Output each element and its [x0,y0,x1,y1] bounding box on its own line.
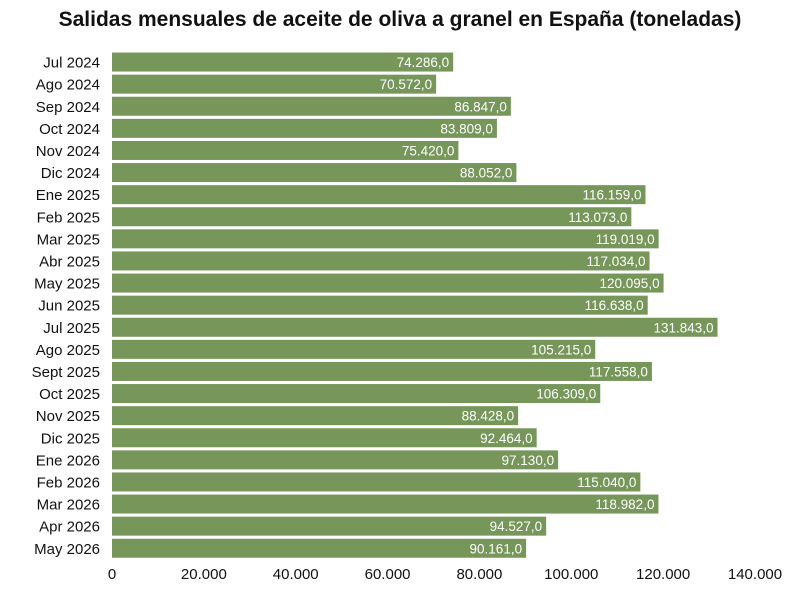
bar [112,118,497,138]
data-label: 88.428,0 [462,409,515,424]
bar [112,472,641,492]
x-tick-label: 0 [108,566,116,583]
bar [112,74,437,94]
category-label: Apr 2026 [39,519,100,536]
bar [112,361,652,381]
category-label: May 2026 [34,541,100,558]
category-label: Feb 2026 [37,474,100,491]
x-tick-label: 20.000 [181,566,227,583]
x-tick-label: 80.000 [456,566,502,583]
data-label: 88.052,0 [460,166,513,181]
data-label: 115.040,0 [577,475,636,490]
category-label: Dic 2025 [41,430,100,447]
bar [112,317,718,337]
data-label: 120.095,0 [600,276,660,291]
data-label: 116.159,0 [582,188,641,203]
category-label: Dic 2024 [41,165,100,182]
data-label: 74.286,0 [397,55,450,70]
data-label: 131.843,0 [653,320,713,335]
category-label: Ene 2025 [36,187,100,204]
bar [112,450,559,470]
category-label: Ene 2026 [36,452,100,469]
bar [112,406,519,426]
category-label: Ago 2024 [36,77,100,94]
bar [112,52,454,72]
category-label: Abr 2025 [39,253,100,270]
data-label: 97.130,0 [502,453,555,468]
data-label: 75.420,0 [402,143,455,158]
category-label: Jul 2024 [43,55,100,72]
data-label: 113.073,0 [568,210,627,225]
data-label: 105.215,0 [531,342,591,357]
bar [112,516,547,536]
category-label: Ago 2025 [36,342,100,359]
data-label: 86.847,0 [454,99,507,114]
chart-title: Salidas mensuales de aceite de oliva a g… [58,8,742,31]
bar [112,273,664,293]
category-label: Jul 2025 [43,320,100,337]
category-label: Jun 2025 [38,298,100,315]
bar [112,538,527,558]
data-label: 83.809,0 [440,121,493,136]
bar [112,140,459,160]
x-tick-label: 120.000 [636,566,690,583]
x-tick-label: 60.000 [365,566,411,583]
category-label: Feb 2025 [37,209,100,226]
bar [112,185,646,205]
bar [112,384,601,404]
bar [112,251,650,271]
category-label: Oct 2024 [39,121,100,138]
data-label: 92.464,0 [480,431,533,446]
bar [112,229,659,249]
bar [112,207,632,227]
category-label: Nov 2025 [36,408,100,425]
category-label: Sep 2024 [36,99,100,116]
category-label: Mar 2025 [37,231,100,248]
bar [112,295,648,315]
x-tick-label: 100.000 [544,566,598,583]
data-label: 94.527,0 [490,519,543,534]
category-label: Oct 2025 [39,386,100,403]
category-label: Sept 2025 [32,364,100,381]
data-label: 70.572,0 [380,77,433,92]
bar [112,494,659,514]
category-label: Mar 2026 [37,497,100,514]
data-label: 117.034,0 [586,254,645,269]
data-label: 118.982,0 [595,497,654,512]
bar [112,163,517,183]
category-label: Nov 2024 [36,143,100,160]
bar [112,339,596,359]
data-label: 117.558,0 [589,364,648,379]
x-tick-label: 40.000 [273,566,319,583]
bar [112,96,511,116]
data-label: 90.161,0 [470,541,523,556]
bar [112,428,537,448]
category-label: May 2025 [34,276,100,293]
data-label: 116.638,0 [585,298,644,313]
x-tick-label: 140.000 [728,566,782,583]
data-label: 106.309,0 [536,387,596,402]
data-label: 119.019,0 [596,232,655,247]
